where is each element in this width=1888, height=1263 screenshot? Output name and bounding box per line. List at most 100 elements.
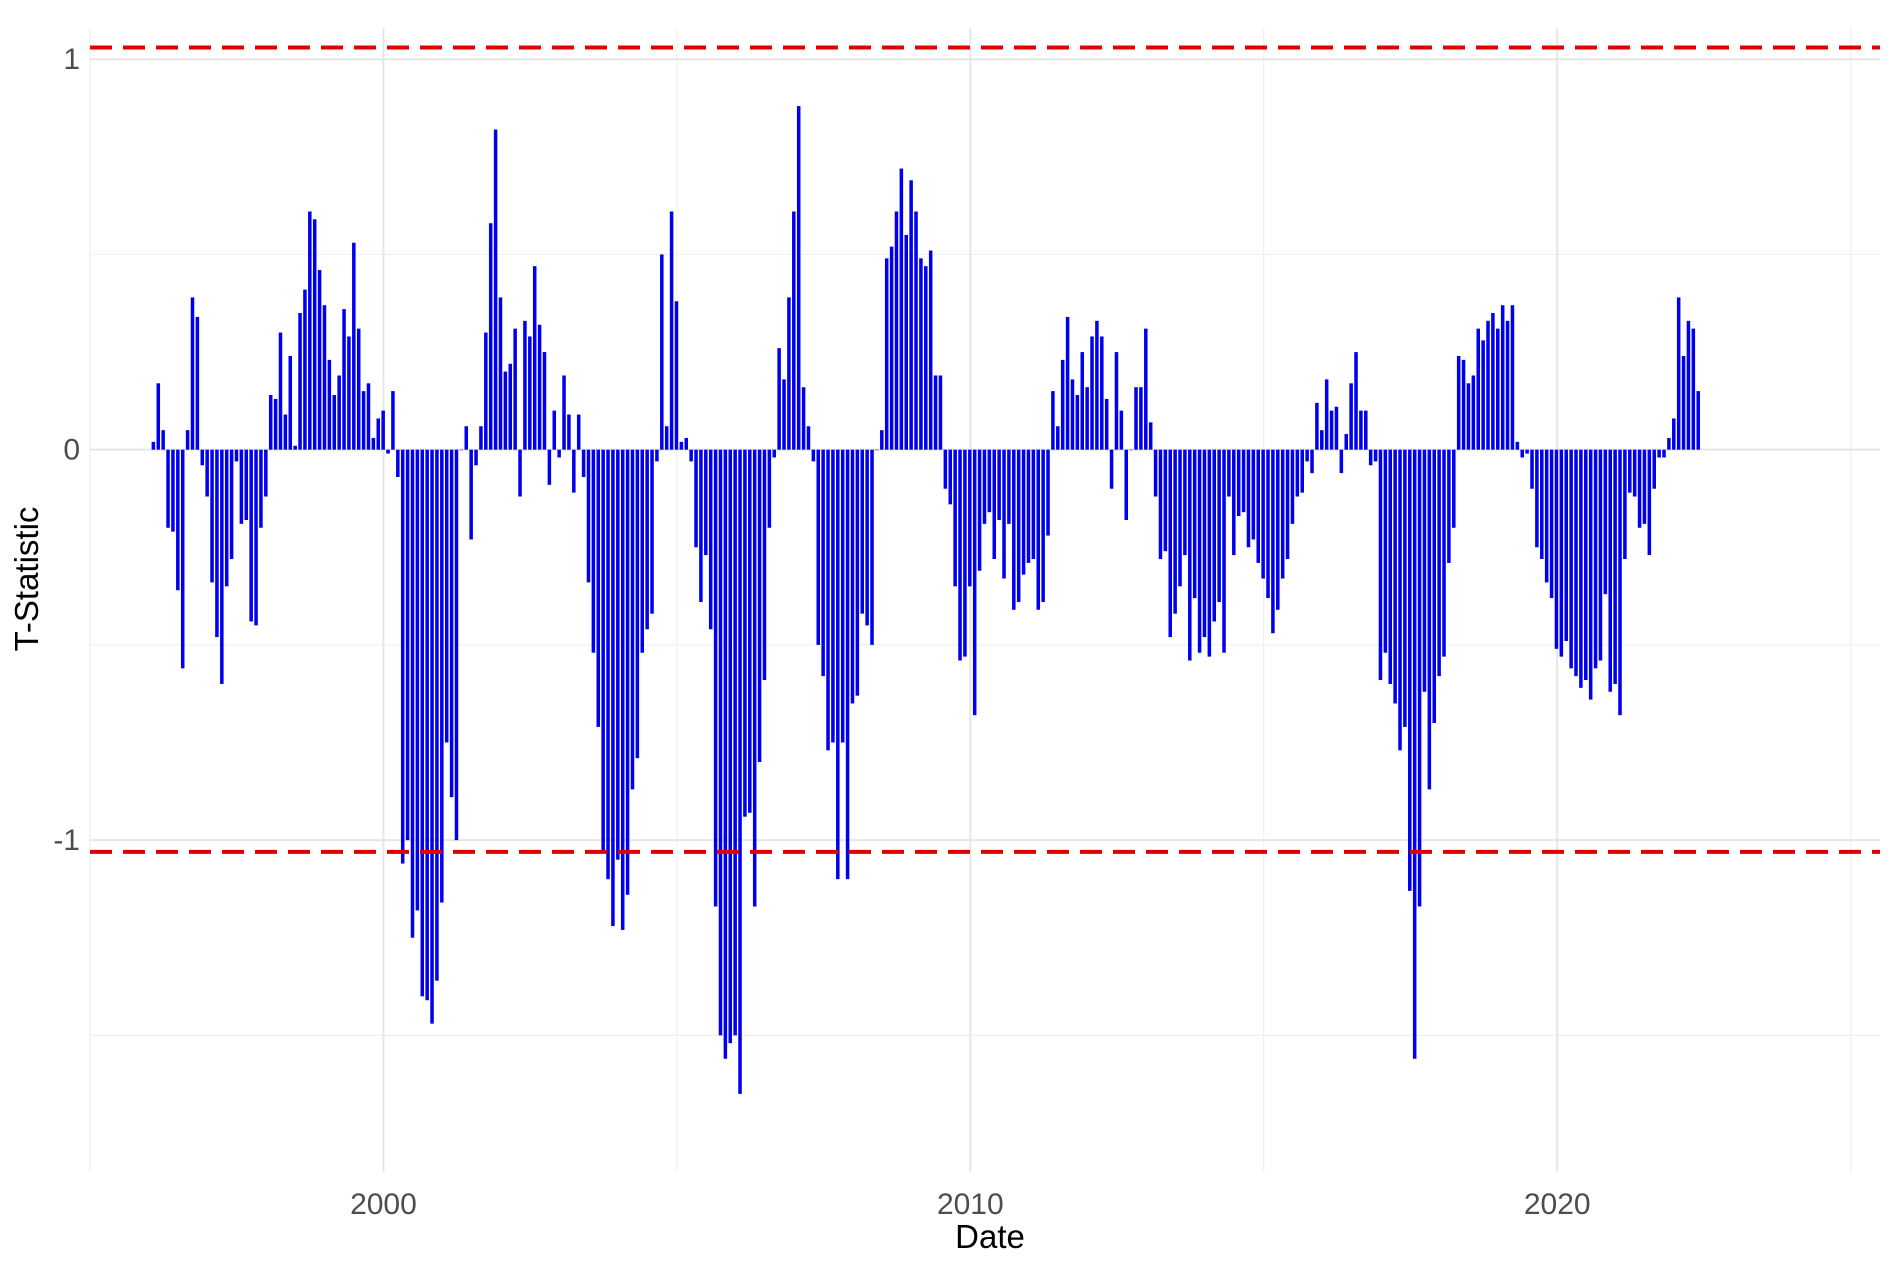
bar — [484, 332, 488, 450]
bar — [1359, 410, 1363, 450]
bar — [1422, 449, 1427, 692]
bar — [650, 449, 654, 614]
x-axis-ticks: 2000 2010 2020 — [350, 1188, 1591, 1221]
bar — [1662, 449, 1666, 458]
bar — [1515, 441, 1520, 450]
bar — [1364, 410, 1368, 450]
bar — [259, 449, 263, 528]
bar — [845, 449, 850, 880]
bar — [1505, 320, 1510, 450]
bar — [777, 348, 781, 450]
bar — [865, 449, 869, 626]
bar — [1046, 449, 1050, 536]
bar — [151, 441, 156, 450]
bar — [1012, 449, 1016, 610]
bar — [1236, 449, 1241, 517]
bar — [1549, 449, 1554, 599]
bar — [997, 449, 1001, 520]
bar — [1041, 449, 1045, 602]
bar — [635, 449, 640, 759]
bar — [738, 449, 742, 1094]
bar — [611, 449, 615, 927]
bar — [826, 449, 830, 751]
bar — [1334, 406, 1339, 450]
bar — [811, 449, 816, 462]
bar — [1466, 383, 1471, 450]
bar — [1256, 449, 1260, 563]
bar — [1676, 297, 1681, 450]
bar — [1574, 449, 1578, 677]
bar — [860, 449, 865, 614]
bar — [1021, 449, 1026, 575]
bar — [190, 297, 195, 450]
bar — [1461, 359, 1466, 450]
bar — [928, 250, 933, 450]
bar — [963, 449, 967, 657]
bar — [1192, 449, 1197, 599]
bar — [303, 289, 307, 450]
bar — [1285, 449, 1290, 559]
bar — [1109, 449, 1114, 489]
bar — [933, 375, 938, 450]
bar — [1232, 449, 1236, 556]
bar — [337, 375, 341, 450]
bar — [1481, 340, 1485, 450]
bar — [572, 449, 576, 493]
bar — [1354, 352, 1358, 450]
bar — [1696, 391, 1700, 450]
bar — [1065, 316, 1070, 450]
bar — [1691, 328, 1696, 450]
bar — [1681, 355, 1686, 450]
bar — [1222, 449, 1226, 653]
bar — [1349, 383, 1353, 450]
bar — [752, 449, 757, 907]
bar — [1535, 449, 1539, 548]
bar — [283, 414, 288, 450]
bar — [684, 437, 689, 450]
bar — [1056, 426, 1060, 450]
bar — [899, 168, 904, 450]
bar — [1276, 449, 1280, 610]
bar — [1197, 449, 1202, 653]
bar — [234, 449, 239, 462]
bar — [591, 449, 596, 653]
bar — [1530, 449, 1534, 489]
bar — [694, 449, 698, 548]
bar — [557, 449, 561, 458]
bar — [449, 449, 454, 798]
bar — [816, 449, 821, 645]
bar — [1212, 449, 1216, 622]
bar — [405, 449, 410, 841]
bar — [332, 395, 337, 450]
bar — [669, 211, 674, 450]
y-tick-label: -1 — [53, 824, 80, 857]
bar — [1085, 387, 1089, 450]
bar — [220, 449, 224, 684]
bar — [1100, 336, 1104, 450]
bar — [264, 449, 268, 497]
bar — [537, 324, 542, 450]
bar — [435, 449, 439, 981]
bar — [239, 449, 244, 524]
bar — [1241, 449, 1246, 513]
bar — [1007, 449, 1011, 524]
bar — [953, 449, 957, 587]
bar — [474, 449, 478, 466]
bar — [1324, 379, 1329, 450]
bar — [1139, 387, 1143, 450]
bar — [889, 246, 894, 450]
bar — [1124, 449, 1129, 520]
bar — [1554, 449, 1559, 649]
bar — [938, 375, 943, 450]
bar — [640, 449, 645, 653]
bar — [987, 449, 992, 513]
bar — [1618, 449, 1622, 716]
bar — [1114, 352, 1119, 450]
bar — [1119, 410, 1124, 450]
bar — [1491, 313, 1495, 450]
bar — [708, 449, 713, 630]
bar — [1168, 449, 1172, 638]
bar — [1158, 449, 1163, 559]
bar — [1588, 449, 1593, 700]
